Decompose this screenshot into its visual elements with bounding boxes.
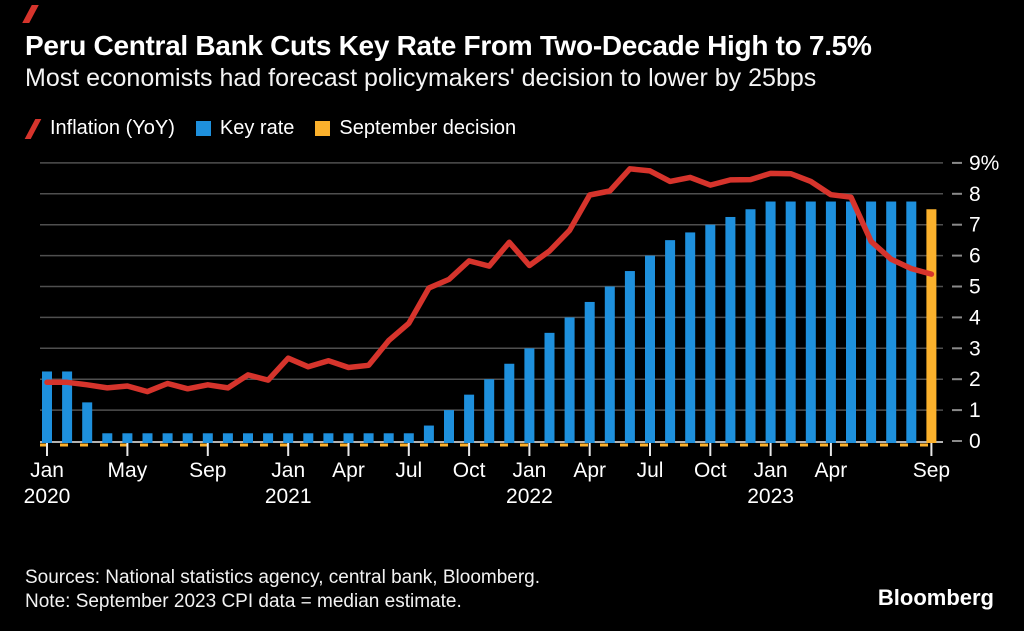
key-rate-bar — [665, 240, 676, 443]
year-label: 2021 — [265, 485, 312, 508]
key-rate-bar — [363, 433, 374, 443]
sources-note: Sources: National statistics agency, cen… — [25, 567, 541, 588]
key-rate-bar — [564, 317, 575, 443]
key-rate-square-icon — [195, 121, 211, 136]
key-rate-bar — [504, 363, 515, 443]
legend-item-key-rate: Key rate — [195, 117, 295, 140]
y-axis-label: 4 — [969, 306, 981, 329]
key-rate-bar — [886, 201, 897, 443]
key-rate-bar — [303, 433, 314, 443]
month-label: Sep — [189, 459, 226, 482]
key-rate-bar — [825, 201, 836, 443]
key-rate-bar — [685, 232, 696, 443]
key-rate-bar — [423, 425, 434, 443]
chart-subtitle: Most economists had forecast policymaker… — [25, 64, 817, 92]
y-axis-label: 7 — [969, 214, 981, 237]
month-label: Jan — [512, 459, 546, 482]
september-square-icon — [315, 121, 331, 136]
legend: Inflation (YoY) Key rate September decis… — [24, 117, 516, 140]
key-rate-bar — [403, 433, 414, 443]
key-rate-bar — [343, 433, 354, 443]
key-rate-bar — [584, 301, 595, 443]
year-label: 2022 — [506, 485, 553, 508]
legend-item-september-decision: September decision — [315, 117, 516, 140]
y-axis-label: 0 — [969, 430, 981, 453]
key-rate-bar — [444, 410, 454, 443]
year-label: 2020 — [24, 485, 71, 508]
september-decision-bar — [926, 209, 937, 443]
month-label: Apr — [815, 459, 848, 482]
key-rate-bar — [383, 433, 394, 443]
y-axis-label: 1 — [969, 399, 981, 422]
key-rate-bar — [785, 201, 796, 443]
key-rate-bar — [464, 394, 475, 443]
month-label: Jul — [637, 459, 664, 482]
key-rate-bar — [484, 379, 495, 443]
month-label: Apr — [332, 459, 365, 482]
month-label: Jan — [271, 459, 305, 482]
month-label: Jan — [30, 459, 64, 482]
key-rate-bar — [102, 433, 113, 443]
y-axis-label: 2 — [969, 368, 981, 391]
key-rate-bar — [805, 201, 816, 443]
key-rate-bar — [142, 433, 153, 443]
key-rate-bar — [604, 286, 615, 443]
inflation-line — [44, 166, 935, 395]
key-rate-bar — [122, 433, 133, 443]
key-rate-bar — [162, 433, 173, 443]
key-rate-bar — [202, 433, 213, 443]
month-label: May — [108, 459, 148, 482]
month-label: Jan — [754, 459, 788, 482]
chart-title: Peru Central Bank Cuts Key Rate From Two… — [25, 30, 872, 61]
key-rate-bar — [906, 201, 917, 443]
month-label: Apr — [573, 459, 606, 482]
month-label: Oct — [694, 459, 727, 482]
month-label: Jul — [395, 459, 422, 482]
key-rate-bar — [866, 201, 877, 443]
key-rate-bar — [524, 348, 535, 443]
key-rate-bar — [645, 255, 655, 443]
legend-item-inflation: Inflation (YoY) — [24, 117, 175, 140]
legend-label-september-decision: September decision — [339, 117, 517, 139]
key-rate-bar — [745, 209, 756, 443]
key-rate-bar — [624, 271, 635, 443]
key-rate-bar — [42, 371, 52, 443]
y-axis-label: 3 — [969, 337, 981, 360]
year-label: 2023 — [747, 485, 794, 508]
month-label: Sep — [913, 459, 950, 482]
key-rate-bar — [283, 433, 294, 443]
legend-label-inflation: Inflation (YoY) — [50, 117, 175, 139]
key-rate-bar — [263, 433, 274, 443]
key-rate-bar — [544, 332, 555, 443]
y-axis-label: 8 — [969, 183, 981, 206]
key-rate-bar — [82, 402, 93, 443]
y-axis-label: 9% — [969, 152, 999, 175]
bloomberg-logo: Bloomberg — [877, 585, 994, 610]
y-axis-label: 6 — [969, 245, 981, 268]
month-label: Oct — [453, 459, 486, 482]
key-rate-bar — [323, 433, 334, 443]
estimate-note: Note: September 2023 CPI data = median e… — [25, 591, 462, 612]
key-rate-bar — [725, 216, 736, 443]
key-rate-bar — [705, 224, 716, 443]
legend-label-key-rate: Key rate — [219, 117, 295, 139]
y-axis-label: 5 — [969, 276, 981, 299]
key-rate-bar — [846, 201, 856, 443]
key-rate-bar — [182, 433, 193, 443]
key-rate-bar — [222, 433, 233, 443]
key-rate-bar — [62, 371, 73, 443]
key-rate-bar — [243, 433, 253, 443]
key-rate-bar — [765, 201, 776, 443]
